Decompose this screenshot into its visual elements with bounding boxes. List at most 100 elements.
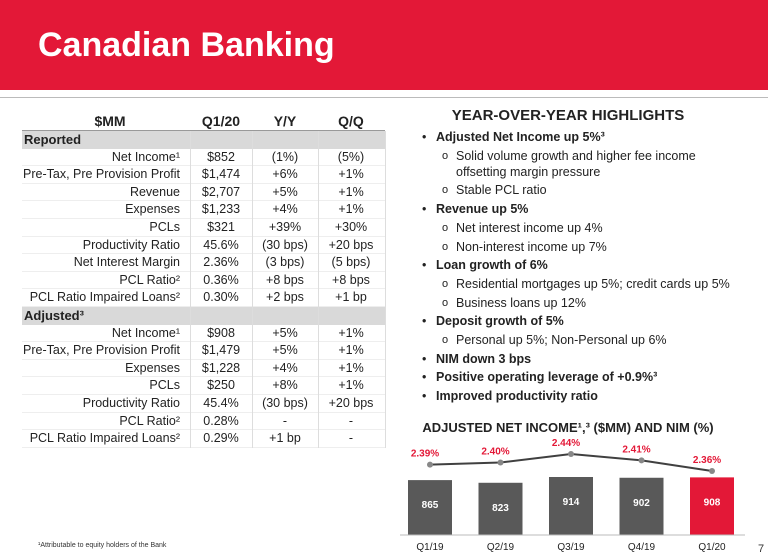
cell-value: (5 bps) bbox=[331, 255, 371, 270]
x-label: Q4/19 bbox=[628, 542, 656, 553]
sub-highlight: Business loans up 12% bbox=[456, 295, 586, 310]
row-label: Net Interest Margin bbox=[73, 255, 180, 270]
row-label: Revenue bbox=[129, 184, 180, 199]
row-rule bbox=[22, 341, 385, 343]
cell-value: - bbox=[348, 431, 354, 446]
row-label: Expenses bbox=[125, 360, 180, 375]
highlight: Loan growth of 6% bbox=[436, 258, 548, 273]
row-rule bbox=[22, 253, 385, 255]
cell-value: $908 bbox=[207, 325, 235, 340]
cell-value: +30% bbox=[334, 220, 368, 234]
nim-point bbox=[638, 457, 645, 464]
bar bbox=[549, 477, 593, 535]
section-name: Reported bbox=[24, 132, 82, 147]
sub-highlight: Non-interest income up 7% bbox=[456, 239, 607, 254]
column-rule bbox=[252, 131, 253, 448]
cell-value: - bbox=[282, 413, 288, 428]
x-label: Q3/19 bbox=[557, 542, 585, 553]
bullet: • bbox=[422, 130, 427, 144]
cell-value: $1,233 bbox=[201, 202, 241, 217]
cell-value: +8 bps bbox=[332, 272, 370, 287]
sub-highlight: Stable PCL ratio bbox=[456, 183, 547, 198]
cell-value: +5% bbox=[272, 184, 298, 199]
row-label: PCL Ratio² bbox=[119, 413, 180, 428]
section-name: Adjusted³ bbox=[24, 308, 84, 323]
bullet: • bbox=[422, 351, 427, 366]
nim-point bbox=[709, 468, 715, 474]
page-number: 7 bbox=[758, 543, 765, 554]
row-rule bbox=[22, 429, 385, 431]
cell-value: (1%) bbox=[271, 149, 299, 164]
row-rule bbox=[22, 394, 385, 395]
cell-value: $250 bbox=[207, 378, 235, 393]
column-rule bbox=[318, 131, 319, 448]
cell-value: +8% bbox=[272, 378, 298, 393]
row-label: PCLs bbox=[149, 378, 180, 393]
sub-highlight: Personal up 5%; Non-Personal up 6% bbox=[456, 333, 667, 347]
highlight: Adjusted Net Income up 5%³ bbox=[436, 130, 605, 144]
bar-label: 865 bbox=[422, 500, 439, 511]
cell-value: +5% bbox=[272, 343, 298, 358]
cell-value: +1% bbox=[338, 167, 364, 182]
row-rule bbox=[22, 165, 385, 167]
row-rule bbox=[22, 411, 385, 413]
divider bbox=[0, 97, 768, 98]
highlight: Revenue up 5% bbox=[436, 202, 529, 217]
nim-point bbox=[427, 461, 433, 468]
column-header: Q1/20 bbox=[201, 113, 241, 129]
row-label: Pre-Tax, Pre Provision Profit bbox=[23, 167, 180, 182]
cell-value: $2,707 bbox=[201, 184, 241, 199]
cell-value: (5%) bbox=[337, 149, 365, 164]
cell-value: +6% bbox=[272, 167, 298, 182]
cell-value: - bbox=[348, 413, 354, 428]
bullet: • bbox=[422, 389, 427, 404]
nim-label: 2.36% bbox=[693, 455, 721, 466]
cell-value: +1% bbox=[338, 343, 364, 358]
bar-label: 908 bbox=[704, 497, 721, 508]
row-label: Net Income¹ bbox=[111, 325, 180, 340]
chart-title: ADJUSTED NET INCOME¹,³ ($MM) AND NIM (%) bbox=[422, 420, 713, 435]
nim-label: 2.44% bbox=[552, 438, 580, 449]
nim-label: 2.41% bbox=[622, 444, 650, 455]
cell-value: $321 bbox=[207, 220, 235, 234]
row-label: Expenses bbox=[125, 202, 180, 217]
cell-value: $852 bbox=[207, 149, 235, 164]
cell-value: +1% bbox=[338, 378, 364, 393]
sub-bullet: o bbox=[442, 149, 449, 162]
bar bbox=[478, 482, 523, 535]
column-rule bbox=[385, 131, 386, 448]
bullet: • bbox=[422, 202, 427, 217]
sub-highlight: Residential mortgages up 5%; credit card… bbox=[456, 276, 730, 291]
row-label: Net Income¹ bbox=[111, 149, 180, 164]
cell-value: $1,228 bbox=[201, 360, 241, 375]
cell-value: +39% bbox=[268, 220, 302, 234]
column-header: Y/Y bbox=[273, 113, 297, 129]
sub-bullet: o bbox=[442, 184, 449, 197]
x-label: Q1/19 bbox=[416, 542, 444, 553]
cell-value: +1% bbox=[338, 325, 364, 340]
sub-bullet: o bbox=[442, 277, 449, 290]
section-band bbox=[22, 131, 385, 149]
row-rule bbox=[22, 306, 385, 307]
cell-value: $1,479 bbox=[201, 343, 241, 358]
column-header: $MM bbox=[94, 113, 126, 129]
row-rule bbox=[22, 200, 385, 202]
bar bbox=[408, 480, 452, 535]
sub-bullet: o bbox=[442, 240, 449, 253]
section-band bbox=[22, 307, 385, 325]
cell-value: 0.28% bbox=[203, 413, 239, 428]
sub-bullet: o bbox=[442, 334, 449, 346]
cell-value: $1,474 bbox=[201, 167, 241, 182]
nim-label: 2.40% bbox=[481, 447, 509, 458]
row-rule bbox=[22, 218, 385, 219]
cell-value: (30 bps) bbox=[262, 396, 308, 410]
row-rule bbox=[22, 358, 385, 360]
cell-value: +4% bbox=[272, 202, 298, 217]
cell-value: +20 bps bbox=[328, 396, 374, 410]
row-label: PCL Ratio Impaired Loans² bbox=[29, 290, 180, 305]
highlight: NIM down 3 bps bbox=[436, 351, 532, 366]
sub-bullet: o bbox=[442, 221, 449, 234]
page-title: Canadian Banking bbox=[38, 26, 335, 64]
